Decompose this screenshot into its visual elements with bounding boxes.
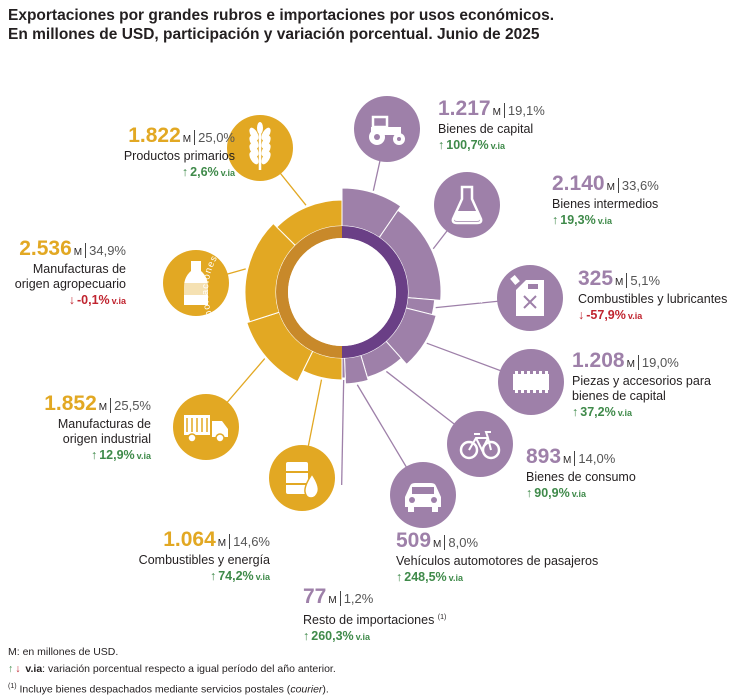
variation-label: ↑ 260,3% v.ia xyxy=(303,629,370,644)
variation-label: ↑ 12,9% v.ia xyxy=(90,448,151,462)
variation-label: ↑ 2,6% v.ia xyxy=(181,165,235,179)
share-label: 25,0% xyxy=(194,130,235,145)
value-label: 1.852 xyxy=(44,392,97,415)
value-label: 325 xyxy=(578,267,614,290)
car-icon xyxy=(405,483,441,512)
value-label: 1.822 xyxy=(128,124,181,147)
flask-icon xyxy=(451,185,483,225)
category-name: origen agropecuario xyxy=(14,277,126,291)
category-name: Combustibles y lubricantes xyxy=(578,292,728,306)
share-label: 1,2% xyxy=(339,591,374,606)
value-label: 1.208 xyxy=(572,349,625,372)
variation-label: ↑ 100,7% v.ia xyxy=(438,138,505,152)
category-name: origen industrial xyxy=(62,432,151,446)
share-label: 5,1% xyxy=(626,273,661,288)
fuel-barrel-icon xyxy=(286,462,320,499)
value-label: 1.217 xyxy=(438,97,491,120)
icon-circles xyxy=(163,96,564,528)
category-name: bienes de capital xyxy=(572,389,666,403)
share-label: 25,5% xyxy=(110,398,151,413)
category-name: Bienes intermedios xyxy=(552,197,659,211)
label-bienes-de-consumo: 893 M 14,0% Bienes de consumo ↑ 90,9% v.ia xyxy=(526,445,636,503)
value-label: 2.536 xyxy=(19,237,72,260)
value-label: 1.064 xyxy=(163,528,216,551)
imports-ring-label: Importaciones xyxy=(464,253,484,330)
imports-inner-band xyxy=(342,226,408,358)
label-bienes-de-capital: 1.217 M 19,1% Bienes de capital ↑ 100,7% v.ia xyxy=(438,97,545,155)
note-via: ↑ ↓ v.ia: variación porcentual respecto a… xyxy=(8,663,336,675)
note-units: M: en millones de USD. xyxy=(8,646,119,658)
donut-hole xyxy=(288,238,396,346)
value-label: 893 xyxy=(526,445,562,468)
variation-label: ↓ -57,9% v.ia xyxy=(578,308,643,322)
category-name: Combustibles y energía xyxy=(138,553,270,567)
label-combustibles-y-lubricantes: 325 M 5,1% Combustibles y lubricantes ↓ -57,9… xyxy=(578,267,728,325)
donut-ring xyxy=(244,187,442,385)
variation-label: ↓ -0,1% v.ia xyxy=(68,293,126,307)
variation-label: ↑ 248,5% v.ia xyxy=(396,570,463,584)
label-resto-de-importaciones: 77 M 1,2% Resto de importaciones (1) ↑ 260,3%… xyxy=(303,585,447,646)
label-combustibles-y-energia: 1.064 M 14,6% Combustibles y energía ↑ 74,2% v… xyxy=(138,528,270,586)
icon-circle xyxy=(434,172,500,238)
label-manufacturas-de-origen-industrial: 1.852 M 25,5% Manufacturas de origen industr… xyxy=(44,392,151,465)
bicycle-icon xyxy=(459,431,501,460)
label-bienes-intermedios: 2.140 M 33,6% Bienes intermedios ↑ 19,3% v.ia xyxy=(552,172,659,230)
category-name: Bienes de consumo xyxy=(526,470,636,484)
share-label: 19,1% xyxy=(503,103,545,118)
label-piezas-y-accesorios-para-bienes-de-capital: 1.208 M 19,0% Piezas y accesorios para biene… xyxy=(572,349,711,422)
category-name: Vehículos automotores de pasajeros xyxy=(396,554,599,568)
value-label: 2.140 xyxy=(552,172,605,195)
category-name: Manufacturas de xyxy=(32,262,126,276)
category-name: Resto de importaciones (1) xyxy=(303,613,447,628)
variation-label: ↑ 19,3% v.ia xyxy=(552,213,613,227)
value-label: 509 xyxy=(396,529,432,552)
title-line-1: Exportaciones por grandes rubros e impor… xyxy=(8,7,555,24)
share-label: 33,6% xyxy=(617,178,659,193)
label-productos-primarios: 1.822 M 25,0% Productos primarios ↑ 2,6% v.ia xyxy=(123,124,235,182)
label-manufacturas-de-origen-agropecuario: 2.536 M 34,9% Manufacturas de origen agropec… xyxy=(14,237,126,310)
category-name: Manufacturas de xyxy=(57,417,151,431)
bottle-icon xyxy=(184,261,208,305)
share-label: 8,0% xyxy=(444,535,479,550)
chart-title: Exportaciones por grandes rubros e impor… xyxy=(8,6,708,44)
title-line-2: En millones de USD, participación y vari… xyxy=(8,26,540,43)
jerrycan-icon xyxy=(510,275,544,316)
gear-part-icon xyxy=(513,371,549,393)
connector-line xyxy=(341,379,345,485)
wheat-icon xyxy=(249,122,271,170)
category-name: Bienes de capital xyxy=(438,122,534,136)
share-label: 14,6% xyxy=(229,534,270,549)
variation-label: ↑ 74,2% v.ia xyxy=(209,569,270,583)
share-label: 34,9% xyxy=(85,243,126,258)
share-label: 19,0% xyxy=(637,355,679,370)
category-name: Piezas y accesorios para xyxy=(572,374,711,388)
value-label: 77 xyxy=(303,585,327,608)
note-courier: (1) Incluye bienes despachados mediante … xyxy=(8,683,329,696)
inner-ring xyxy=(276,226,408,358)
label-vehiculos-automotores-de-pasajeros: 509 M 8,0% Vehículos automotores de pasajer… xyxy=(396,529,599,587)
exports-inner-band xyxy=(276,226,342,358)
truck-icon xyxy=(184,415,228,443)
share-label: 14,0% xyxy=(574,451,616,466)
variation-label: ↑ 37,2% v.ia xyxy=(572,405,633,419)
category-name: Productos primarios xyxy=(123,149,235,163)
footnotes: M: en millones de USD. ↑ ↓ v.ia: variació… xyxy=(8,644,336,699)
tractor-icon xyxy=(369,115,405,145)
variation-label: ↑ 90,9% v.ia xyxy=(526,486,587,500)
